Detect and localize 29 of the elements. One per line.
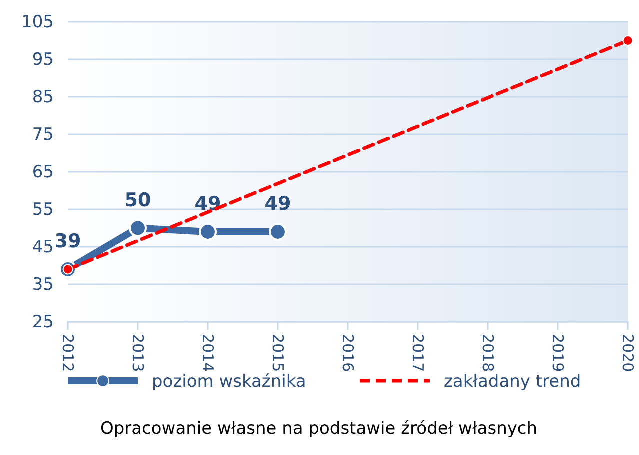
y-tick-label: 45: [32, 237, 54, 258]
x-tick-label: 2020: [618, 334, 637, 372]
legend-label: poziom wskaźnika: [152, 372, 306, 392]
legend-label: zakładany trend: [444, 372, 582, 392]
y-tick-label: 35: [32, 274, 54, 295]
point: [269, 223, 287, 241]
y-tick-label: 95: [32, 50, 54, 70]
x-tick-label: 2018: [478, 334, 497, 372]
y-tick-label: 65: [32, 162, 54, 182]
point: [199, 223, 217, 241]
y-tick-label: 75: [32, 124, 54, 145]
x-tick-label: 2017: [408, 334, 427, 372]
x-tick-label: 2014: [198, 334, 217, 372]
data-label: 49: [264, 193, 292, 215]
y-tick-label: 55: [32, 200, 54, 220]
data-label: 49: [194, 193, 222, 215]
text: Opracowanie własne na podstawie źródeł własnych: [100, 419, 538, 439]
x-tick-label: 2016: [338, 334, 357, 372]
y-tick-label: 25: [32, 312, 54, 332]
x-tick-label: 2019: [548, 334, 567, 372]
point: [622, 36, 634, 46]
x-tick-label: 2013: [128, 334, 147, 372]
data-label: 39: [54, 230, 82, 252]
x-tick-label: 2015: [268, 334, 287, 372]
x-tick-label: 2012: [58, 334, 77, 372]
point: [129, 219, 147, 238]
y-tick-label: 85: [32, 87, 54, 108]
data-label: 50: [124, 189, 152, 212]
y-tick-label: 105: [22, 12, 54, 32]
